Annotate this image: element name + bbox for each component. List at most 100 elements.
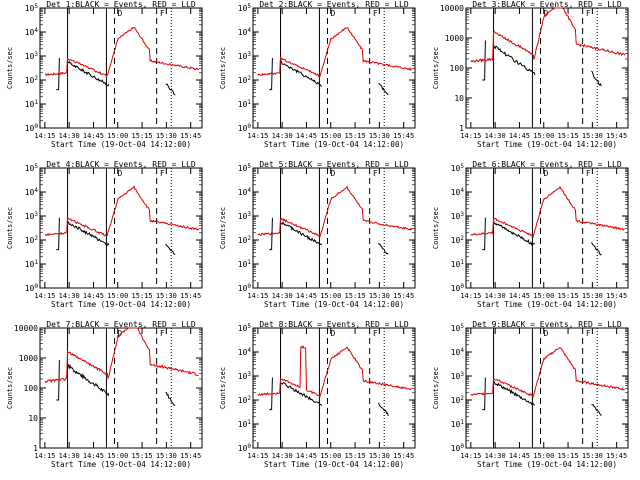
y-tick-label: 100 [450, 64, 465, 73]
y-axis-label: Counts/sec [432, 47, 440, 89]
x-tick-label: 15:30 [369, 292, 390, 300]
y-tick-label: 104 [25, 27, 39, 37]
x-tick-label: 14:45 [83, 292, 104, 300]
marker-f: F [586, 9, 591, 18]
x-tick-label: 14:15 [460, 452, 481, 460]
plot-frame [252, 327, 416, 449]
y-tick-label: 102 [238, 75, 252, 85]
events-series [269, 217, 389, 255]
y-tick-label: 100 [25, 123, 39, 133]
y-tick-label: 101 [238, 259, 252, 269]
y-tick-label: 105 [451, 163, 465, 173]
x-tick-label: 14:15 [460, 292, 481, 300]
lld-series [44, 26, 200, 77]
panel-title: Det 7:BLACK = Events, RED = LLD [46, 320, 195, 329]
x-tick-label: 14:30 [59, 292, 80, 300]
marker-f: F [586, 169, 591, 178]
x-tick-label: 14:15 [247, 132, 268, 140]
marker-d: D [118, 329, 123, 338]
panel-title: Det 2:BLACK = Events, RED = LLD [259, 0, 408, 9]
y-tick-label: 104 [25, 187, 39, 197]
panel-det-7: Det 7:BLACK = Events, RED = LLD Counts/se… [6, 320, 203, 469]
plot-frame [252, 7, 416, 129]
marker-d: D [118, 169, 123, 178]
marker-d: D [118, 9, 123, 18]
y-axis-label: Counts/sec [219, 367, 227, 409]
x-tick-label: 15:45 [606, 292, 627, 300]
y-tick-label: 101 [238, 99, 252, 109]
lld-series [470, 346, 626, 398]
x-tick-label: 14:30 [272, 132, 293, 140]
panel-det-1: Det 1:BLACK = Events, RED = LLD Counts/se… [6, 0, 203, 149]
y-axis-label: Counts/sec [6, 367, 14, 409]
panel-title: Det 3:BLACK = Events, RED = LLD [472, 0, 621, 9]
x-axis-label: Start Time (19-Oct-04 14:12:00) [264, 300, 404, 309]
x-tick-label: 15:30 [582, 132, 603, 140]
events-series [482, 40, 602, 87]
x-tick-label: 15:30 [369, 452, 390, 460]
x-axis-label: Start Time (19-Oct-04 14:12:00) [51, 300, 191, 309]
y-tick-label: 101 [238, 419, 252, 429]
y-tick-label: 10 [28, 414, 38, 423]
x-tick-label: 14:30 [485, 292, 506, 300]
y-tick-label: 1000 [445, 34, 464, 43]
y-tick-label: 104 [238, 27, 252, 37]
plot-frame [39, 7, 203, 129]
x-tick-label: 15:15 [132, 132, 153, 140]
x-tick-label: 14:30 [485, 132, 506, 140]
x-tick-label: 15:00 [320, 452, 341, 460]
y-tick-label: 102 [25, 235, 39, 245]
plot-frame [39, 327, 203, 449]
x-tick-label: 15:45 [393, 132, 414, 140]
lld-series [470, 185, 625, 239]
lld-series [257, 185, 413, 238]
x-tick-label: 14:45 [296, 452, 317, 460]
x-tick-label: 14:45 [509, 132, 530, 140]
y-tick-label: 105 [238, 3, 252, 13]
y-axis-label: Counts/sec [432, 367, 440, 409]
y-tick-label: 103 [25, 211, 39, 221]
events-series [482, 377, 602, 416]
y-tick-label: 103 [451, 371, 465, 381]
marker-f: F [160, 169, 165, 178]
y-tick-label: 1 [459, 124, 464, 133]
x-tick-label: 14:45 [296, 292, 317, 300]
panel-det-6: Det 6:BLACK = Events, RED = LLD Counts/se… [432, 160, 629, 309]
plot-frame [465, 327, 629, 449]
events-series [56, 360, 176, 406]
panel-title: Det 5:BLACK = Events, RED = LLD [259, 160, 408, 169]
marker-f: F [160, 329, 165, 338]
y-tick-label: 100 [25, 283, 39, 293]
y-tick-label: 103 [238, 211, 252, 221]
y-axis-label: Counts/sec [219, 207, 227, 249]
x-tick-label: 14:30 [272, 292, 293, 300]
x-tick-label: 14:15 [247, 292, 268, 300]
y-tick-label: 101 [25, 259, 39, 269]
marker-f: F [586, 329, 591, 338]
x-tick-label: 15:00 [320, 132, 341, 140]
y-tick-label: 103 [25, 51, 39, 61]
x-tick-label: 14:15 [34, 132, 55, 140]
marker-f: F [160, 9, 165, 18]
panel-title: Det 6:BLACK = Events, RED = LLD [472, 160, 621, 169]
marker-f: F [373, 329, 378, 338]
x-tick-label: 15:45 [180, 452, 201, 460]
x-tick-label: 14:30 [59, 132, 80, 140]
y-tick-label: 102 [238, 395, 252, 405]
y-tick-label: 101 [25, 99, 39, 109]
x-tick-label: 15:30 [156, 292, 177, 300]
y-tick-label: 103 [451, 211, 465, 221]
y-tick-label: 105 [238, 163, 252, 173]
y-tick-label: 100 [238, 123, 252, 133]
plot-frame [39, 167, 203, 289]
x-tick-label: 15:15 [345, 132, 366, 140]
x-axis-label: Start Time (19-Oct-04 14:12:00) [477, 140, 617, 149]
x-tick-label: 14:15 [34, 292, 55, 300]
x-tick-label: 15:45 [180, 132, 201, 140]
y-tick-label: 10000 [14, 324, 38, 333]
x-tick-label: 15:00 [107, 452, 128, 460]
marker-d: D [331, 329, 336, 338]
y-tick-label: 100 [238, 283, 252, 293]
marker-f: F [373, 9, 378, 18]
x-tick-label: 15:00 [533, 292, 554, 300]
